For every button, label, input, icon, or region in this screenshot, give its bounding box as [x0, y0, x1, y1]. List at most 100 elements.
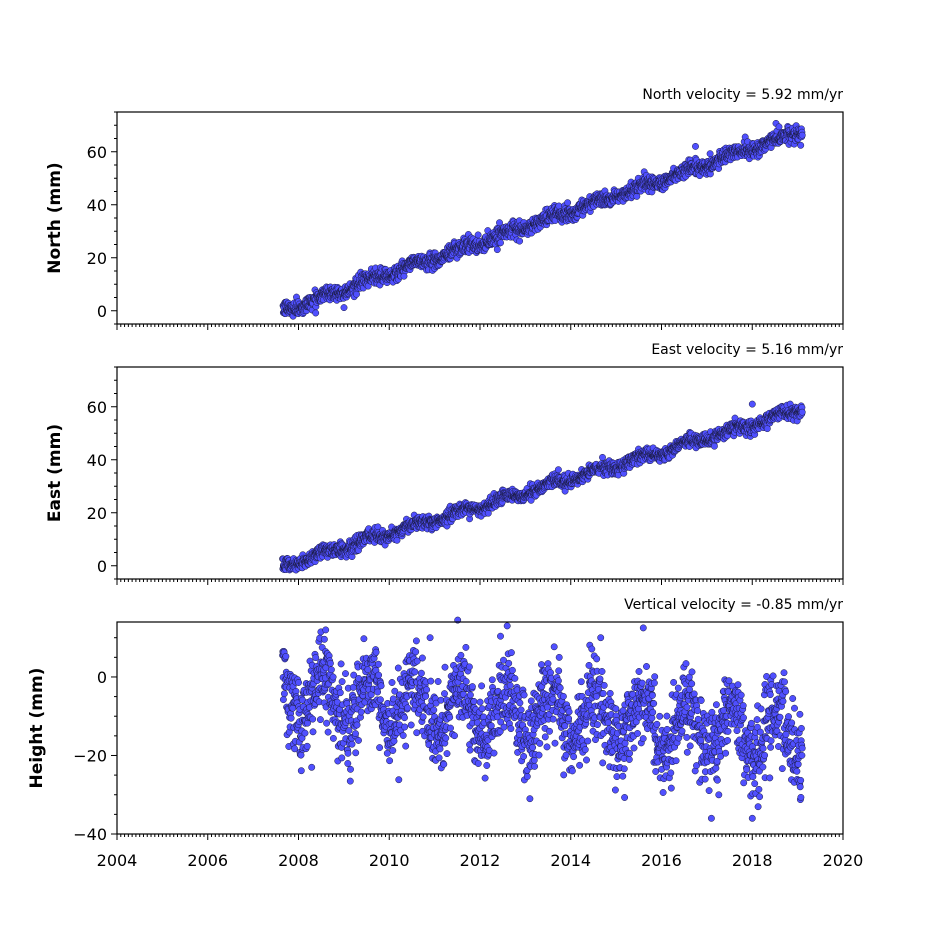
- data-point: [422, 692, 430, 700]
- data-point: [279, 696, 287, 704]
- height-panel: Vertical velocity = -0.85 mm/yr Height (…: [27, 597, 844, 844]
- data-point: [287, 714, 295, 722]
- data-point: [376, 744, 384, 752]
- data-point: [516, 237, 524, 245]
- height-panel-title: Vertical velocity = -0.85 mm/yr: [624, 597, 843, 613]
- height-y-axis-label: Height (mm): [27, 668, 47, 789]
- data-point: [564, 199, 572, 207]
- data-point: [554, 466, 562, 474]
- east-y-ticks: 0 20 40 60: [87, 366, 117, 580]
- data-point: [352, 730, 359, 738]
- data-point: [374, 660, 382, 668]
- y-tick-label: 20: [87, 504, 107, 523]
- data-point: [402, 742, 410, 750]
- data-point: [327, 666, 335, 674]
- outlier-point: [748, 400, 756, 408]
- data-point: [312, 654, 320, 662]
- east-panel-title: East velocity = 5.16 mm/yr: [651, 342, 843, 358]
- data-point: [297, 751, 305, 759]
- data-point: [312, 309, 320, 317]
- data-point: [338, 754, 346, 762]
- data-point: [280, 690, 288, 698]
- data-point: [412, 648, 420, 656]
- data-point: [411, 668, 419, 676]
- data-point: [376, 696, 384, 704]
- data-point: [497, 239, 504, 247]
- data-point: [388, 679, 396, 686]
- data-point: [355, 736, 362, 744]
- east-data-points: [279, 400, 806, 574]
- east-panel: East velocity = 5.16 mm/yr East (mm) 020…: [45, 342, 844, 585]
- data-point: [329, 673, 337, 681]
- data-point: [474, 231, 482, 239]
- north-y-axis-label: North (mm): [45, 162, 65, 273]
- data-point: [326, 659, 334, 667]
- data-point: [337, 660, 345, 668]
- data-point: [390, 737, 398, 745]
- data-point: [308, 763, 316, 771]
- north-data-points: [279, 119, 806, 320]
- data-point: [353, 290, 360, 298]
- data-point: [797, 141, 805, 149]
- data-point: [364, 666, 372, 674]
- data-point: [352, 749, 360, 757]
- data-point: [344, 749, 352, 757]
- data-point: [393, 536, 401, 544]
- data-point: [329, 734, 337, 742]
- data-point: [599, 453, 606, 461]
- data-point: [324, 728, 332, 736]
- data-point: [336, 689, 344, 697]
- data-point: [389, 747, 397, 754]
- y-tick-label: 0: [97, 557, 107, 576]
- north-panel-title: North velocity = 5.92 mm/yr: [642, 87, 843, 103]
- data-point: [710, 442, 718, 450]
- y-tick-label: 60: [87, 143, 107, 162]
- height-data-points: [279, 616, 806, 822]
- data-point: [399, 732, 407, 739]
- data-point: [435, 754, 443, 762]
- data-point: [345, 727, 353, 735]
- data-point: [309, 715, 317, 723]
- data-point: [360, 635, 368, 643]
- data-point: [347, 765, 354, 773]
- east-x-ticks: [116, 579, 844, 585]
- data-point: [775, 123, 783, 131]
- east-plot-frame: [116, 366, 844, 580]
- north-x-ticks: [116, 324, 844, 330]
- data-point: [320, 635, 328, 643]
- y-tick-label: 60: [87, 398, 107, 417]
- data-point: [372, 648, 380, 656]
- data-point: [434, 678, 442, 685]
- y-tick-label: 0: [97, 302, 107, 321]
- data-point: [706, 150, 714, 158]
- data-point: [404, 704, 411, 712]
- data-point: [418, 654, 426, 662]
- data-point: [430, 706, 438, 714]
- data-point: [295, 679, 302, 686]
- data-point: [342, 670, 349, 678]
- data-point: [394, 664, 402, 672]
- data-point: [377, 682, 385, 690]
- data-point: [417, 669, 425, 677]
- data-point: [346, 777, 354, 785]
- data-point: [338, 678, 346, 686]
- data-point: [413, 729, 421, 737]
- data-point: [798, 131, 806, 139]
- y-tick-label: 40: [87, 451, 107, 470]
- data-point: [357, 708, 365, 716]
- data-point: [798, 408, 806, 416]
- data-point: [344, 760, 352, 767]
- data-point: [401, 723, 409, 731]
- data-point: [297, 767, 305, 775]
- data-point: [348, 740, 356, 748]
- data-point: [282, 652, 290, 660]
- data-point: [419, 713, 427, 721]
- data-point: [323, 719, 331, 727]
- data-point: [395, 776, 403, 784]
- data-point: [493, 246, 501, 254]
- data-point: [401, 714, 408, 722]
- data-point: [340, 304, 348, 312]
- data-point: [353, 721, 361, 729]
